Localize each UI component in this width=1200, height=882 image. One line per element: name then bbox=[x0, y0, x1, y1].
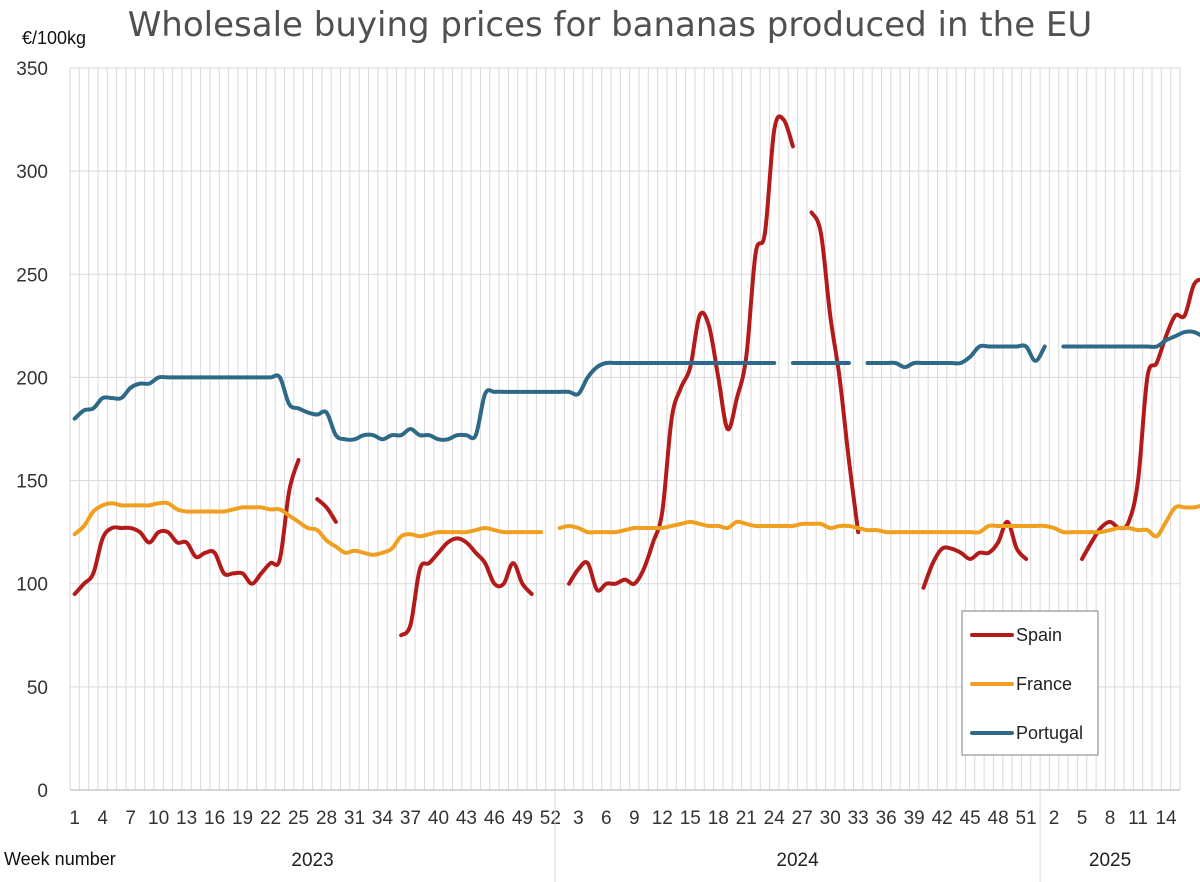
grid bbox=[69, 67, 1181, 791]
x-tick-label: 22 bbox=[260, 808, 281, 829]
series-line-spain bbox=[567, 114, 795, 593]
x-tick-label: 33 bbox=[848, 808, 869, 829]
chart-title: Wholesale buying prices for bananas prod… bbox=[128, 5, 1093, 45]
series-line-portugal bbox=[865, 343, 1047, 370]
y-tick-label: 100 bbox=[16, 575, 48, 596]
x-tick-label: 46 bbox=[484, 808, 505, 829]
x-tick-label: 2 bbox=[1049, 808, 1060, 829]
x-tick-label: 51 bbox=[1016, 808, 1037, 829]
x-tick-label: 6 bbox=[601, 808, 612, 829]
x-tick-label: 19 bbox=[232, 808, 253, 829]
x-tick-label: 45 bbox=[960, 808, 981, 829]
x-axis-label: Week number bbox=[4, 849, 116, 869]
y-tick-labels: 0 50 100 150 200 250 300 350 bbox=[16, 59, 48, 802]
year-labels: 2023 2024 2025 bbox=[291, 790, 1131, 882]
year-label: 2025 bbox=[1089, 850, 1131, 871]
legend: Spain France Portugal bbox=[961, 610, 1099, 756]
x-tick-label: 37 bbox=[400, 808, 421, 829]
x-tick-label: 52 bbox=[540, 808, 561, 829]
series-line-portugal bbox=[72, 360, 777, 442]
legend-label-portugal: Portugal bbox=[1016, 723, 1083, 743]
series-line-spain bbox=[921, 519, 1029, 590]
x-tick-label: 3 bbox=[573, 808, 584, 829]
x-tick-label: 43 bbox=[456, 808, 477, 829]
x-tick-label: 15 bbox=[680, 808, 701, 829]
x-tick-labels: 1 4 7 10 13 16 19 22 25 28 31 34 37 40 43 46 49 52 3 6 9 12 15… bbox=[69, 808, 1177, 829]
x-tick-label: 31 bbox=[344, 808, 365, 829]
series-line-spain bbox=[1080, 277, 1200, 561]
x-tick-label: 4 bbox=[97, 808, 108, 829]
legend-label-spain: Spain bbox=[1016, 625, 1062, 645]
x-tick-label: 5 bbox=[1077, 808, 1088, 829]
x-tick-label: 49 bbox=[512, 808, 533, 829]
x-tick-label: 34 bbox=[372, 808, 394, 829]
x-tick-label: 12 bbox=[652, 808, 673, 829]
year-label: 2024 bbox=[776, 850, 819, 871]
series-line-spain bbox=[809, 210, 861, 535]
series-line-portugal bbox=[1061, 329, 1200, 349]
x-tick-label: 18 bbox=[708, 808, 729, 829]
series-line-spain bbox=[72, 457, 301, 597]
x-tick-label: 7 bbox=[125, 808, 136, 829]
x-tick-label: 30 bbox=[820, 808, 841, 829]
y-tick-label: 0 bbox=[37, 781, 48, 802]
x-tick-label: 14 bbox=[1155, 808, 1177, 829]
series-line-france bbox=[557, 504, 1200, 539]
x-tick-label: 21 bbox=[736, 808, 757, 829]
series-lines bbox=[72, 114, 1200, 638]
x-tick-label: 36 bbox=[876, 808, 897, 829]
x-tick-label: 39 bbox=[904, 808, 925, 829]
y-tick-label: 150 bbox=[16, 472, 48, 493]
y-tick-label: 200 bbox=[16, 368, 48, 389]
y-tick-label: 50 bbox=[27, 678, 48, 699]
x-tick-label: 48 bbox=[988, 808, 1009, 829]
x-tick-label: 40 bbox=[428, 808, 449, 829]
series-line-spain bbox=[315, 497, 338, 524]
x-tick-label: 13 bbox=[176, 808, 197, 829]
x-tick-label: 16 bbox=[204, 808, 225, 829]
x-tick-label: 10 bbox=[148, 808, 169, 829]
y-axis-label: €/100kg bbox=[22, 28, 86, 48]
x-tick-label: 11 bbox=[1128, 808, 1148, 829]
series-line-spain bbox=[399, 536, 534, 638]
x-tick-label: 42 bbox=[932, 808, 953, 829]
x-tick-label: 25 bbox=[288, 808, 309, 829]
x-tick-label: 28 bbox=[316, 808, 337, 829]
series-line-france bbox=[72, 500, 544, 557]
y-tick-label: 350 bbox=[16, 59, 48, 80]
x-tick-label: 8 bbox=[1105, 808, 1116, 829]
y-tick-label: 300 bbox=[16, 162, 48, 183]
legend-label-france: France bbox=[1016, 674, 1072, 694]
x-tick-label: 9 bbox=[629, 808, 640, 829]
x-tick-label: 27 bbox=[792, 808, 813, 829]
year-label: 2023 bbox=[291, 850, 333, 871]
x-tick-label: 24 bbox=[764, 808, 786, 829]
x-tick-label: 1 bbox=[69, 808, 80, 829]
y-tick-label: 250 bbox=[16, 265, 48, 286]
